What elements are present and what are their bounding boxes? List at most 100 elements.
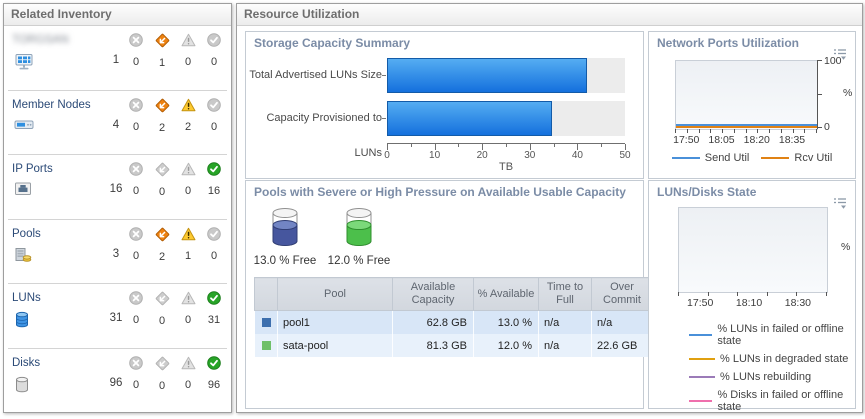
status-major[interactable]: 0 bbox=[149, 162, 175, 198]
status-warning[interactable]: 2 bbox=[175, 98, 201, 134]
status-normal[interactable]: 0 bbox=[201, 33, 227, 69]
status-normal[interactable]: 31 bbox=[201, 291, 227, 327]
status-warning-icon bbox=[181, 162, 196, 181]
inventory-row-label[interactable]: TORGSAN bbox=[12, 34, 69, 46]
chart-menu-icon[interactable] bbox=[833, 48, 848, 66]
pool-name-cell: pool1 bbox=[277, 310, 393, 334]
status-critical[interactable]: 0 bbox=[123, 33, 149, 69]
status-critical-count: 0 bbox=[132, 185, 140, 197]
inventory-row-count: 96 bbox=[109, 376, 123, 389]
status-warning[interactable]: 0 bbox=[175, 33, 201, 69]
status-normal-icon bbox=[207, 33, 221, 52]
status-critical-icon bbox=[129, 226, 143, 246]
inventory-row: LUNs 31 0 0 0 31 bbox=[8, 284, 227, 349]
status-warning[interactable]: 0 bbox=[175, 162, 201, 198]
related-inventory-header: Related Inventory bbox=[4, 4, 231, 26]
gauge-free-label: 13.0 % Free bbox=[253, 255, 317, 267]
inventory-row-label[interactable]: IP Ports bbox=[12, 163, 53, 175]
status-major-icon bbox=[155, 33, 170, 53]
legend-label: % LUNs in failed or offline state bbox=[717, 323, 844, 347]
status-normal-count: 31 bbox=[207, 314, 221, 326]
status-critical[interactable]: 0 bbox=[123, 355, 149, 392]
x-axis-tick bbox=[733, 129, 735, 133]
network-ports-plot-area bbox=[675, 60, 818, 130]
legend-item: % LUNs in failed or offline state bbox=[689, 323, 855, 347]
storage-system-icon bbox=[14, 53, 34, 76]
bar-track bbox=[387, 58, 625, 93]
network-y-min-label: 0 bbox=[824, 121, 830, 133]
inventory-row-label[interactable]: Pools bbox=[12, 227, 41, 240]
status-critical-count: 0 bbox=[132, 56, 140, 68]
network-y-axis-label: % bbox=[843, 87, 853, 99]
storage-chart-x-axis: 0 10 20 30 40 50 bbox=[384, 143, 631, 164]
pools-table-row[interactable]: pool1 62.8 GB 13.0 % n/a n/a bbox=[254, 310, 653, 334]
inventory-row-label[interactable]: LUNs bbox=[12, 292, 41, 304]
status-major[interactable]: 1 bbox=[149, 33, 175, 69]
status-warning-icon bbox=[181, 33, 196, 52]
x-axis-tick bbox=[625, 144, 626, 150]
x-axis-tick bbox=[757, 129, 759, 133]
status-warning-count: 1 bbox=[184, 249, 192, 262]
x-axis-tick-label: 18:20 bbox=[743, 134, 770, 146]
status-major-icon bbox=[155, 227, 170, 247]
inventory-row-count: 1 bbox=[112, 54, 120, 66]
status-critical[interactable]: 0 bbox=[123, 97, 149, 134]
status-critical-count: 0 bbox=[132, 314, 140, 326]
status-warning-count: 0 bbox=[184, 185, 192, 197]
status-warning[interactable]: 1 bbox=[175, 227, 201, 263]
status-normal[interactable]: 16 bbox=[201, 162, 227, 198]
time-to-full-cell: n/a bbox=[538, 310, 592, 334]
legend-label: % LUNs in degraded state bbox=[720, 353, 849, 365]
status-warning[interactable]: 0 bbox=[175, 291, 201, 327]
inventory-row: Disks 96 0 0 0 96 bbox=[8, 349, 227, 413]
bar-track bbox=[387, 101, 625, 136]
pool-color-swatch-cell bbox=[254, 310, 278, 334]
luns-y-axis-label: % bbox=[841, 241, 851, 253]
x-axis-tick bbox=[707, 292, 709, 296]
status-critical[interactable]: 0 bbox=[123, 226, 149, 263]
chart-menu-icon[interactable] bbox=[833, 197, 848, 215]
status-normal-count: 16 bbox=[207, 185, 221, 197]
x-axis-tick bbox=[766, 292, 768, 296]
status-critical-icon bbox=[129, 33, 143, 52]
status-critical-icon bbox=[129, 291, 143, 310]
luns-disks-legend: % LUNs in failed or offline state % LUNs … bbox=[689, 323, 855, 419]
pools-table: Pool Available Capacity% Available Time to… bbox=[254, 277, 653, 357]
status-critical[interactable]: 0 bbox=[123, 162, 149, 198]
legend-item: % LUNs rebuilding bbox=[689, 371, 855, 383]
pool-icon bbox=[14, 247, 32, 269]
inventory-row-label[interactable]: Disks bbox=[12, 356, 41, 369]
x-axis-tick bbox=[434, 144, 436, 150]
status-major-count: 0 bbox=[158, 186, 166, 198]
network-y-tick bbox=[818, 60, 822, 61]
status-normal-icon bbox=[207, 226, 221, 246]
status-normal[interactable]: 0 bbox=[201, 97, 227, 134]
status-major-icon bbox=[155, 356, 170, 376]
pools-table-row[interactable]: sata-pool 81.3 GB 12.0 % n/a 22.6 GB bbox=[254, 334, 653, 357]
legend-item: Send Util bbox=[671, 152, 749, 164]
status-critical-icon bbox=[129, 355, 143, 375]
pool-color-swatch bbox=[261, 318, 271, 327]
legend-line-swatch bbox=[689, 334, 713, 336]
inventory-row-count: 4 bbox=[112, 118, 120, 131]
network-y-tick bbox=[818, 94, 822, 95]
status-major[interactable]: 0 bbox=[149, 356, 175, 392]
status-major[interactable]: 0 bbox=[149, 291, 175, 327]
status-warning[interactable]: 0 bbox=[175, 356, 201, 392]
status-critical-count: 0 bbox=[132, 249, 140, 262]
status-normal[interactable]: 96 bbox=[201, 355, 227, 392]
status-critical[interactable]: 0 bbox=[123, 291, 149, 327]
pool-capacity-gauge: 13.0 % Free bbox=[248, 207, 322, 267]
pools-pressure-panel: Pools with Severe or High Pressure on Av… bbox=[245, 180, 653, 409]
x-axis-tick bbox=[792, 129, 794, 133]
inventory-row-label[interactable]: Member Nodes bbox=[12, 98, 91, 111]
pct-available-cell: 12.0 % bbox=[473, 334, 539, 357]
cylinder-gauge-icon bbox=[344, 208, 374, 251]
pools-table-header: Pool Available Capacity% Available Time to… bbox=[254, 277, 653, 311]
status-normal[interactable]: 0 bbox=[201, 226, 227, 263]
pool-name-cell: sata-pool bbox=[277, 334, 393, 357]
x-axis-tick-label: 20 bbox=[476, 150, 488, 161]
status-major[interactable]: 2 bbox=[149, 98, 175, 134]
x-axis-tick-label: 10 bbox=[429, 150, 441, 161]
status-major[interactable]: 2 bbox=[149, 227, 175, 263]
